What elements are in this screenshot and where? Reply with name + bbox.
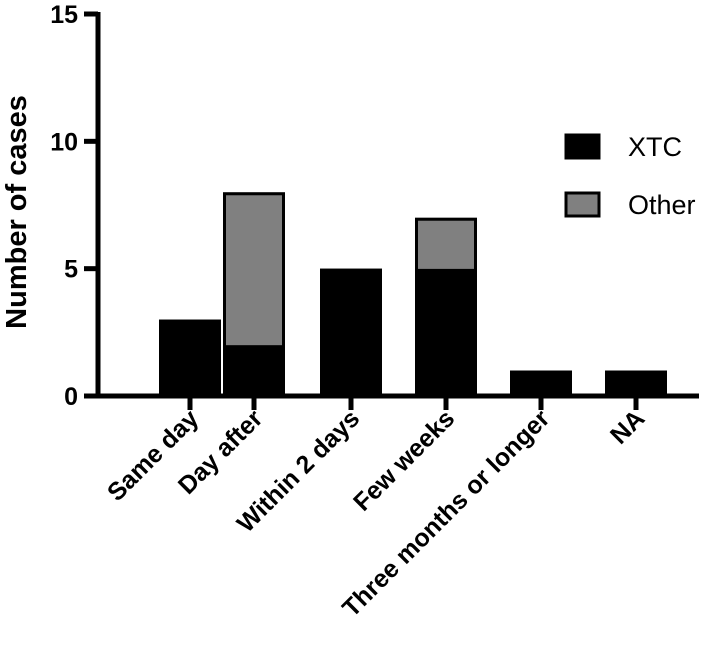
bar-xtc-1 [159,319,221,396]
bar-xtc-2 [223,345,285,396]
bar-other-2 [223,192,285,346]
legend-label-other: Other [628,190,696,220]
x-tick-label-6: NA [605,404,650,449]
legend-label-xtc: XTC [628,132,682,162]
y-ticks-group: 0 5 10 15 [50,1,98,411]
bar-other-4 [415,217,477,269]
bars-group [159,192,667,398]
bar-xtc-3 [320,268,382,396]
bar-xtc-6 [605,370,667,396]
legend-swatch-other [564,191,601,218]
bar-xtc-5 [510,370,572,396]
y-tick-label-5: 5 [64,256,78,284]
legend-swatch-xtc [564,133,601,160]
axes-group [95,12,699,399]
y-tick-label-0: 0 [64,383,78,411]
bar-xtc-4 [415,268,477,396]
y-tick-label-10: 10 [50,128,78,156]
y-axis-label: Number of cases [1,95,33,329]
y-tick-label-15: 15 [50,1,78,29]
legend: XTC Other [564,132,696,220]
